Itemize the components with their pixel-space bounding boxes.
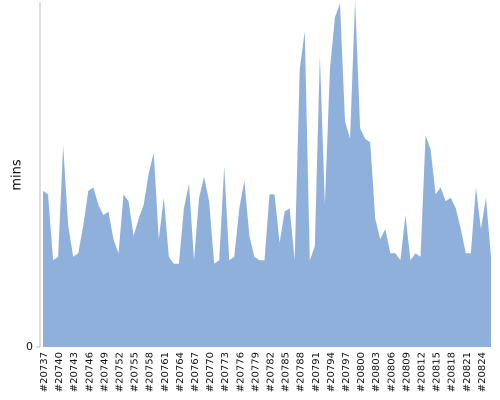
x-tick-label: #20815 [432, 352, 443, 392]
x-tick-label: #20797 [341, 352, 352, 392]
x-tick-label: #20803 [371, 352, 382, 392]
x-tick-label: #20821 [462, 352, 473, 392]
x-tick-label: #20752 [115, 352, 126, 392]
x-tick-label: #20740 [54, 352, 65, 392]
x-tick-label: #20788 [296, 352, 307, 392]
x-tick-label: #20773 [220, 352, 231, 392]
x-tick-label: #20767 [190, 352, 201, 392]
x-tick-label: #20764 [175, 352, 186, 392]
x-tick-label: #20824 [477, 352, 488, 392]
x-tick-label: #20782 [266, 352, 277, 392]
x-tick-label: #20800 [356, 352, 367, 392]
x-tick-label: #20812 [417, 352, 428, 392]
x-tick-label: #20806 [386, 352, 397, 392]
x-tick-label: #20755 [130, 352, 141, 392]
x-tick-label: #20785 [281, 352, 292, 392]
x-tick-label: #20770 [205, 352, 216, 392]
y-axis-label: mins [10, 159, 25, 191]
x-tick-label: #20818 [447, 352, 458, 392]
x-tick-label: #20758 [145, 352, 156, 392]
y-tick-label: 0 [26, 340, 33, 353]
x-tick-label: #20761 [160, 352, 171, 392]
x-tick-label: #20809 [401, 352, 412, 392]
x-tick-label: #20737 [39, 352, 50, 392]
x-tick-label: #20743 [69, 352, 80, 392]
x-tick-label: #20794 [326, 352, 337, 392]
x-tick-label: #20776 [235, 352, 246, 392]
x-tick-label: #20749 [99, 352, 110, 392]
x-tick-label: #20746 [84, 352, 95, 392]
x-tick-label: #20779 [250, 352, 261, 392]
area [43, 0, 491, 347]
x-tick-label: #20791 [311, 352, 322, 392]
